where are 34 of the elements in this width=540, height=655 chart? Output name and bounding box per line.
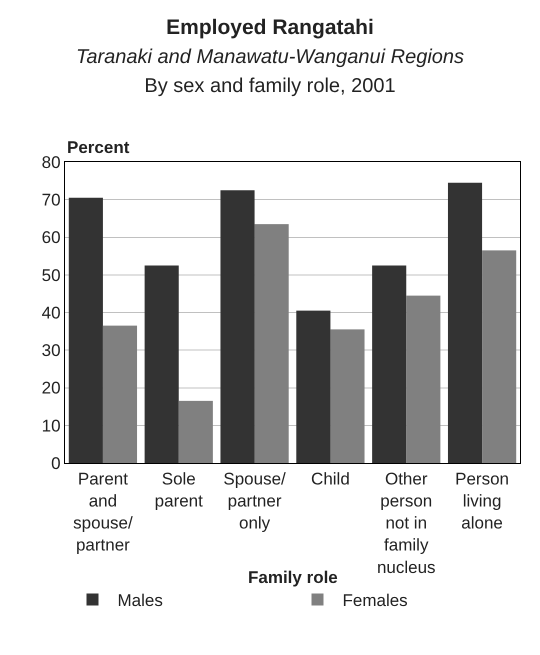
bar [372,265,406,463]
x-tick-label: Child [311,469,350,488]
y-tick-label: 10 [42,416,61,436]
x-tick-label: Person living alone [455,469,510,533]
bar [448,182,482,463]
bar [330,329,365,463]
y-axis-title: Percent [67,138,130,157]
y-tick-label: 80 [42,152,61,172]
x-tick-label: Other person not in family nucleus [376,469,436,577]
x-tick-label: Spouse/ partner only [223,469,286,533]
legend-label: Males [118,591,163,610]
bar [296,310,330,463]
x-tick-label: Sole parent [154,469,204,510]
y-tick-label: 50 [42,266,61,285]
x-axis-title: Family role [248,568,338,587]
y-tick-label: 60 [42,228,61,248]
chart-subtitle: Taranaki and Manawatu-Wanganui Regions [74,46,466,69]
bar [178,400,213,463]
chart-title: Employed Rangatahi [165,15,375,40]
legend-label: Females [342,591,408,610]
y-tick-label: 30 [42,341,61,360]
x-tick-label: Parent and spouse/ partner [73,469,133,555]
y-tick-label: 20 [42,378,61,398]
bar [406,296,440,463]
bar [254,224,289,463]
bar [102,326,138,463]
bar [68,198,103,463]
bar [144,265,179,463]
bar [482,250,516,463]
y-tick-label: 70 [42,190,61,210]
y-tick-label: 40 [42,303,61,322]
bar [220,190,255,463]
text: By sex and family role, 2001 [143,75,397,98]
y-tick-label: 0 [51,454,61,473]
